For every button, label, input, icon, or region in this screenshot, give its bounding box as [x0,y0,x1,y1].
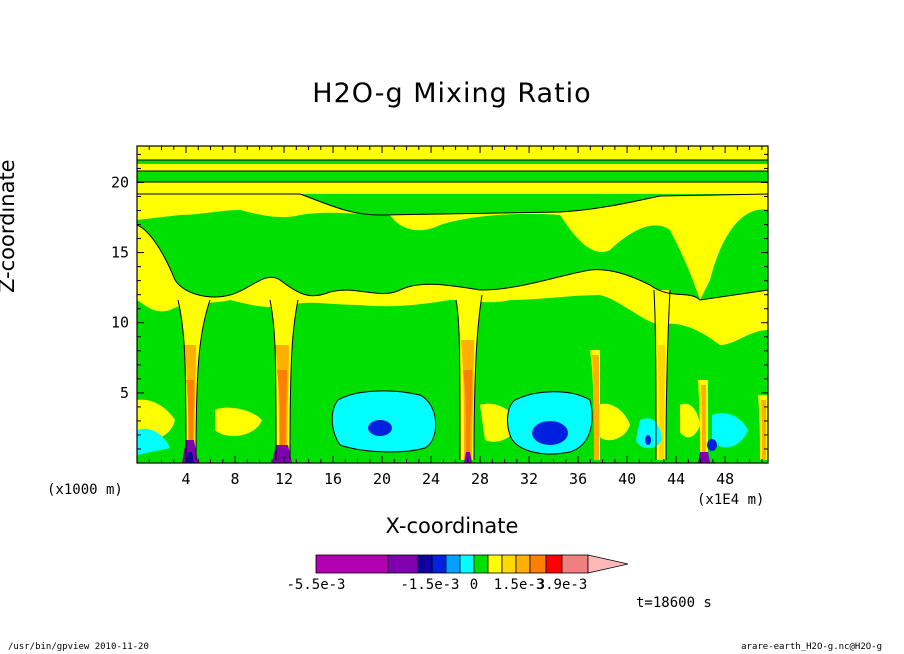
colorbar-segment [315,554,389,574]
colorbar-segment [487,554,503,574]
x-tick-label: 48 [716,470,734,488]
y-tick-label: 10 [111,314,129,332]
x-tick-label: 8 [231,470,240,488]
colorbar-segment [473,554,489,574]
colorbar-segment [445,554,461,574]
x-tick-label: 4 [181,470,190,488]
x-tick-label: 24 [422,470,440,488]
colorbar-arrow [587,554,629,574]
y-tick-label: 20 [111,173,129,191]
chart-title: H2O-g Mixing Ratio [312,78,592,109]
colorbar-label: -5.5e-3 [286,577,345,593]
x-tick-label: 16 [324,470,342,488]
colorbar-segment [431,554,447,574]
colorbar-segment [387,554,419,574]
colorbar-label: 0 [470,577,478,593]
colorbar-label: 1.5e-3 [494,577,545,593]
x-tick-label: 40 [618,470,636,488]
x-axis-label: X-coordinate [385,514,519,538]
x-tick-label: 28 [471,470,489,488]
plot-frame [136,145,769,464]
x-tick-label: 32 [520,470,538,488]
colorbar-segment [545,554,563,574]
colorbar-label: -1.5e-3 [400,577,459,593]
x-axis-unit-left: (x1000 m) [47,482,123,498]
colorbar-label: 3.9e-3 [537,577,588,593]
colorbar-segment [459,554,475,574]
colorbar-segment [515,554,531,574]
x-tick-label: 12 [275,470,293,488]
mixing-ratio-field [137,146,768,463]
colorbar-segment [417,554,433,574]
colorbar: -5.5e-3 -1.5e-3 0 1.5e-33.9e-3 [286,554,629,593]
x-axis-unit-right: (x1E4 m) [697,492,765,508]
y-tick-label: 5 [120,384,129,402]
x-tick-label: 44 [667,470,685,488]
x-tick-label: 36 [569,470,587,488]
y-tick-label: 15 [111,244,129,262]
colorbar-segment [561,554,589,574]
x-tick-label: 20 [373,470,391,488]
colorbar-segment [501,554,517,574]
colorbar-segment [529,554,547,574]
footer-left: /usr/bin/gpview 2010-11-20 [8,642,149,652]
footer-right: arare-earth_H2O-g.nc@H2O-g [741,642,882,652]
time-label: t=18600 s [636,595,712,611]
